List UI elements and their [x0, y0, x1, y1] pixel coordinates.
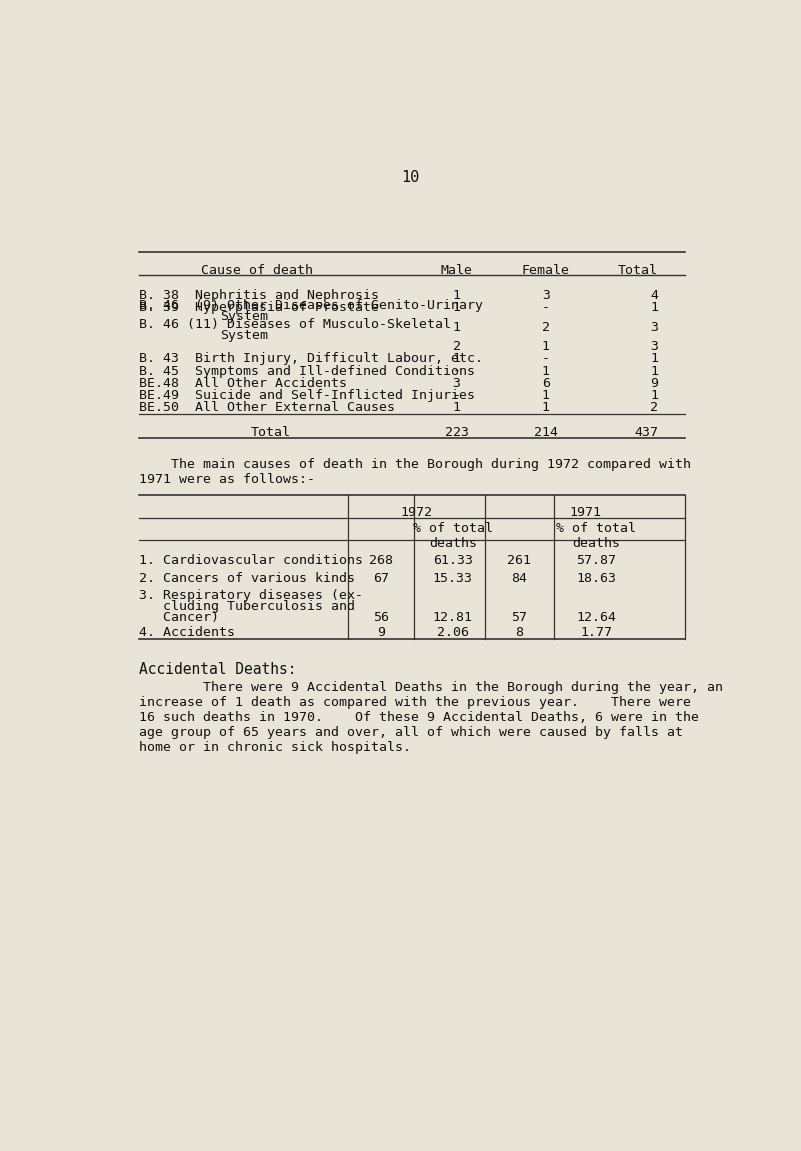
- Text: B. 45  Symptoms and Ill-defined Conditions: B. 45 Symptoms and Ill-defined Condition…: [139, 365, 475, 378]
- Text: 8: 8: [514, 626, 522, 639]
- Text: 67: 67: [373, 572, 389, 585]
- Text: 3: 3: [453, 376, 461, 390]
- Text: 3. Respiratory diseases (ex-: 3. Respiratory diseases (ex-: [139, 589, 363, 602]
- Text: 3: 3: [541, 289, 549, 302]
- Text: 1: 1: [453, 321, 461, 334]
- Text: 57.87: 57.87: [576, 554, 616, 567]
- Text: Cancer): Cancer): [139, 611, 219, 624]
- Text: 214: 214: [533, 426, 557, 439]
- Text: -: -: [541, 302, 549, 314]
- Text: System: System: [220, 310, 268, 322]
- Text: 1: 1: [541, 402, 549, 414]
- Text: 2: 2: [650, 402, 658, 414]
- Text: 1: 1: [541, 365, 549, 378]
- Text: Cause of death: Cause of death: [201, 264, 313, 276]
- Text: 1: 1: [541, 340, 549, 353]
- Text: 1: 1: [650, 302, 658, 314]
- Text: 1: 1: [453, 402, 461, 414]
- Text: Accidental Deaths:: Accidental Deaths:: [139, 662, 296, 677]
- Text: 6: 6: [541, 376, 549, 390]
- Text: Total: Total: [251, 426, 291, 439]
- Text: System: System: [220, 329, 268, 342]
- Text: 84: 84: [510, 572, 526, 585]
- Text: 1: 1: [541, 389, 549, 402]
- Text: 3: 3: [650, 340, 658, 353]
- Text: BE.49  Suicide and Self-Inflicted Injuries: BE.49 Suicide and Self-Inflicted Injurie…: [139, 389, 475, 402]
- Text: 2.06: 2.06: [437, 626, 469, 639]
- Text: % of total
deaths: % of total deaths: [556, 521, 636, 549]
- Text: B. 46  (9) Other Diseases of Genito-Urinary: B. 46 (9) Other Diseases of Genito-Urina…: [139, 299, 483, 312]
- Text: 1: 1: [650, 389, 658, 402]
- Text: 1.77: 1.77: [580, 626, 612, 639]
- Text: Male: Male: [441, 264, 473, 276]
- Text: 10: 10: [401, 170, 419, 185]
- Text: 1971: 1971: [570, 506, 602, 519]
- Text: 261: 261: [506, 554, 530, 567]
- Text: 56: 56: [373, 611, 389, 624]
- Text: B. 43  Birth Injury, Difficult Labour, etc.: B. 43 Birth Injury, Difficult Labour, et…: [139, 352, 483, 365]
- Text: 1. Cardiovascular conditions: 1. Cardiovascular conditions: [139, 554, 363, 567]
- Text: B. 39  Hyperplasia of Prostate: B. 39 Hyperplasia of Prostate: [139, 302, 379, 314]
- Text: 3: 3: [650, 321, 658, 334]
- Text: 1: 1: [453, 289, 461, 302]
- Text: 4: 4: [650, 289, 658, 302]
- Text: 61.33: 61.33: [433, 554, 473, 567]
- Text: There were 9 Accidental Deaths in the Borough during the year, an
increase of 1 : There were 9 Accidental Deaths in the Bo…: [139, 681, 723, 754]
- Text: 18.63: 18.63: [576, 572, 616, 585]
- Text: 2. Cancers of various kinds: 2. Cancers of various kinds: [139, 572, 355, 585]
- Text: Female: Female: [521, 264, 570, 276]
- Text: 1: 1: [453, 352, 461, 365]
- Text: BE.50  All Other External Causes: BE.50 All Other External Causes: [139, 402, 395, 414]
- Text: 268: 268: [369, 554, 393, 567]
- Text: -: -: [453, 389, 461, 402]
- Text: 1972: 1972: [400, 506, 433, 519]
- Text: B. 46 (11) Diseases of Musculo-Skeletal: B. 46 (11) Diseases of Musculo-Skeletal: [139, 319, 451, 331]
- Text: 437: 437: [634, 426, 658, 439]
- Text: 12.81: 12.81: [433, 611, 473, 624]
- Text: 15.33: 15.33: [433, 572, 473, 585]
- Text: 9: 9: [377, 626, 385, 639]
- Text: 4. Accidents: 4. Accidents: [139, 626, 235, 639]
- Text: 57: 57: [510, 611, 526, 624]
- Text: -: -: [541, 352, 549, 365]
- Text: 2: 2: [541, 321, 549, 334]
- Text: cluding Tuberculosis and: cluding Tuberculosis and: [139, 600, 355, 613]
- Text: % of total
deaths: % of total deaths: [413, 521, 493, 549]
- Text: The main causes of death in the Borough during 1972 compared with
1971 were as f: The main causes of death in the Borough …: [139, 458, 691, 486]
- Text: 1: 1: [453, 302, 461, 314]
- Text: Total: Total: [618, 264, 658, 276]
- Text: 2: 2: [453, 340, 461, 353]
- Text: 9: 9: [650, 376, 658, 390]
- Text: 1: 1: [650, 352, 658, 365]
- Text: BE.48  All Other Accidents: BE.48 All Other Accidents: [139, 376, 347, 390]
- Text: -: -: [453, 365, 461, 378]
- Text: 1: 1: [650, 365, 658, 378]
- Text: 223: 223: [445, 426, 469, 439]
- Text: 12.64: 12.64: [576, 611, 616, 624]
- Text: B. 38  Nephritis and Nephrosis: B. 38 Nephritis and Nephrosis: [139, 289, 379, 302]
